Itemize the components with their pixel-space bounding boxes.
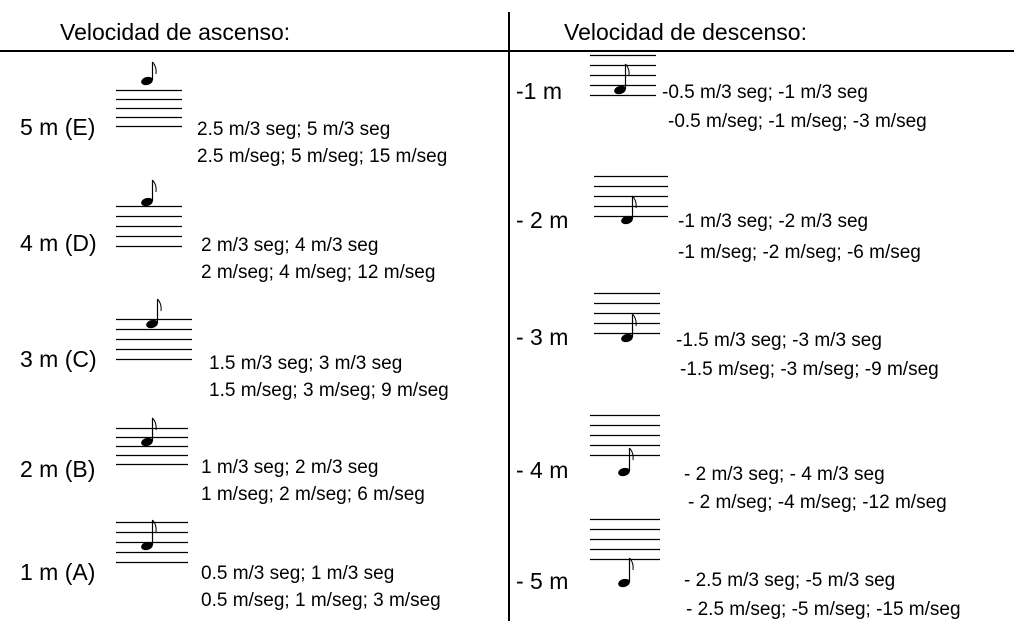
ascent-row-speed-3m-b: 1.5 m/seg; 3 m/seg; 9 m/seg <box>209 380 449 401</box>
descent-header: Velocidad de descenso: <box>564 19 807 45</box>
eighth-note-on-staff-icon <box>116 417 188 466</box>
eighth-note-on-staff-icon <box>590 518 660 588</box>
eighth-note-on-staff-icon <box>594 175 668 225</box>
descent-row-speed-2m-a: -1 m/3 seg; -2 m/3 seg <box>678 211 869 232</box>
ascent-row-speed-4m-b: 2 m/seg; 4 m/seg; 12 m/seg <box>201 262 436 283</box>
descent-row-label-2m: - 2 m <box>516 207 569 233</box>
eighth-note-on-staff-icon <box>590 54 656 97</box>
descent-row-label-4m: - 4 m <box>516 457 569 483</box>
ascent-row-label-2m: 2 m (B) <box>20 456 96 482</box>
ascent-row-speed-4m-a: 2 m/3 seg; 4 m/3 seg <box>201 235 379 256</box>
descent-row-speed-5m-a: - 2.5 m/3 seg; -5 m/3 seg <box>684 570 896 591</box>
eighth-note-on-staff-icon <box>590 414 660 477</box>
ascent-row-label-3m: 3 m (C) <box>20 346 97 372</box>
ascent-row-label-1m: 1 m (A) <box>20 559 96 585</box>
ascent-row-speed-3m-a: 1.5 m/3 seg; 3 m/3 seg <box>209 353 403 374</box>
ascent-row-speed-5m-a: 2.5 m/3 seg; 5 m/3 seg <box>197 119 391 140</box>
ascent-row-speed-5m-b: 2.5 m/seg; 5 m/seg; 15 m/seg <box>197 146 448 167</box>
descent-row-speed-4m-a: - 2 m/3 seg; - 4 m/3 seg <box>684 464 885 485</box>
column-divider <box>508 12 510 621</box>
eighth-note-on-staff-icon <box>116 519 188 564</box>
eighth-note-on-staff-icon <box>116 298 192 361</box>
ascent-row-label-5m: 5 m (E) <box>20 114 96 140</box>
ascent-row-speed-1m-a: 0.5 m/3 seg; 1 m/3 seg <box>201 563 395 584</box>
descent-row-label-5m: - 5 m <box>516 568 569 594</box>
descent-row-label-1m: -1 m <box>516 78 562 104</box>
descent-row-speed-3m-a: -1.5 m/3 seg; -3 m/3 seg <box>676 330 882 351</box>
ascent-row-speed-2m-a: 1 m/3 seg; 2 m/3 seg <box>201 457 379 478</box>
descent-row-speed-1m-a: -0.5 m/3 seg; -1 m/3 seg <box>662 82 868 103</box>
descent-row-speed-1m-b: -0.5 m/seg; -1 m/seg; -3 m/seg <box>668 111 927 132</box>
descent-row-speed-2m-b: -1 m/seg; -2 m/seg; -6 m/seg <box>678 242 921 263</box>
eighth-note-on-staff-icon <box>594 292 660 343</box>
ascent-row-speed-2m-b: 1 m/seg; 2 m/seg; 6 m/seg <box>201 484 425 505</box>
ascent-header: Velocidad de ascenso: <box>60 19 291 45</box>
eighth-note-on-staff-icon <box>116 179 182 248</box>
descent-row-speed-4m-b: - 2 m/seg; -4 m/seg; -12 m/seg <box>688 492 947 513</box>
header-divider <box>0 50 1014 52</box>
ascent-row-label-4m: 4 m (D) <box>20 230 97 256</box>
descent-row-speed-3m-b: -1.5 m/seg; -3 m/seg; -9 m/seg <box>680 359 939 380</box>
descent-row-speed-5m-b: - 2.5 m/seg; -5 m/seg; -15 m/seg <box>686 599 961 620</box>
descent-row-label-3m: - 3 m <box>516 324 569 350</box>
eighth-note-on-staff-icon <box>116 61 182 128</box>
ascent-row-speed-1m-b: 0.5 m/seg; 1 m/seg; 3 m/seg <box>201 590 441 611</box>
